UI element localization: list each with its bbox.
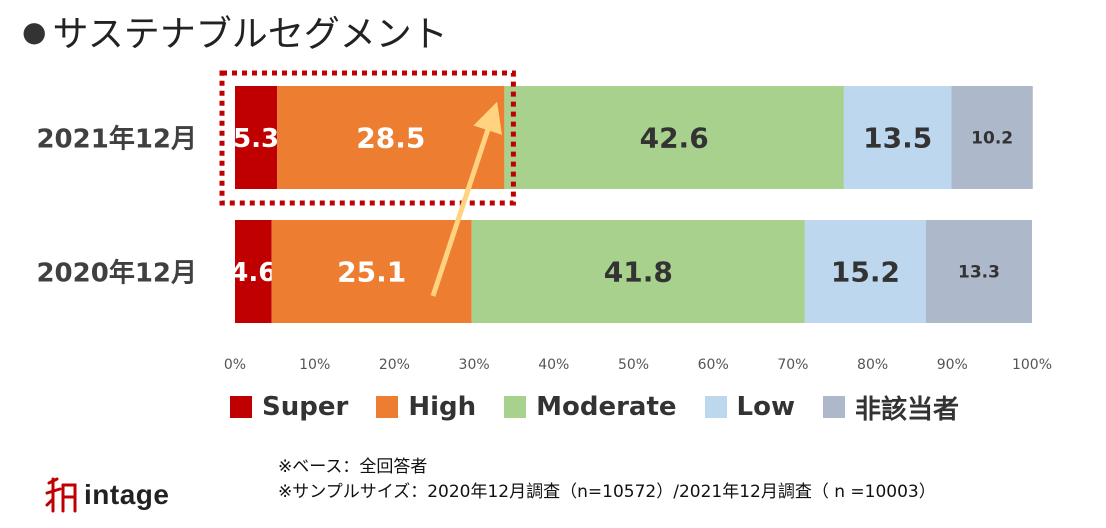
x-tick-label: 50%: [618, 357, 649, 373]
data-label-high: 28.5: [356, 122, 425, 155]
bar-segment-low: [843, 86, 952, 189]
chart-legend: Super High Moderate Low 非該当者: [230, 384, 987, 430]
logo-text: intage: [84, 479, 170, 510]
bar-segment-super: [235, 86, 278, 189]
stacked-bar-chart: 0% 10% 20% 30% 40% 50% 60% 70% 80% 90% 100% 2021年12…: [36, 70, 1052, 373]
legend-label-moderate: Moderate: [536, 392, 677, 422]
bar-segment-high: [277, 86, 505, 189]
bar-segment-not-applicable: [925, 220, 1032, 323]
x-tick-label: 30%: [459, 357, 490, 373]
data-label-moderate: 41.8: [604, 256, 673, 289]
bar-segment-low: [804, 220, 926, 323]
x-tick-label: 90%: [937, 357, 968, 373]
x-tick-label: 70%: [777, 357, 808, 373]
footnote-base: ※ベース：全回答者: [278, 457, 428, 477]
legend-swatch-super: [230, 396, 252, 418]
x-tick-label: 0%: [224, 357, 246, 373]
x-tick-label: 10%: [299, 357, 330, 373]
category-label: 2020年12月: [36, 258, 197, 289]
page-title: ● サステナブルセグメント: [22, 6, 448, 56]
data-label-not-applicable: 13.3: [958, 263, 1000, 283]
data-label-high: 25.1: [337, 256, 406, 289]
data-label-low: 15.2: [831, 256, 900, 289]
x-tick-label: 100%: [1012, 357, 1052, 373]
intage-logo: intage: [44, 470, 169, 520]
data-label-super: 5.3: [233, 124, 279, 154]
legend-item-moderate: Moderate: [504, 392, 677, 422]
data-label-moderate: 42.6: [640, 122, 709, 155]
data-label-not-applicable: 10.2: [971, 129, 1013, 149]
data-label-super: 4.6: [230, 258, 276, 288]
legend-swatch-not-applicable: [822, 396, 845, 418]
title-text: サステナブルセグメント: [52, 14, 448, 55]
category-label: 2021年12月: [36, 124, 197, 155]
intage-logo-icon: [45, 477, 77, 513]
x-tick-label: 40%: [538, 357, 569, 373]
title-bullet: ●: [22, 14, 47, 48]
bar-segment-super: [235, 220, 272, 323]
legend-swatch-moderate: [504, 396, 527, 418]
x-tick-label: 60%: [698, 357, 729, 373]
legend-label-high: High: [408, 392, 477, 422]
growth-arrow: [430, 101, 502, 297]
x-tick-label: 80%: [857, 357, 888, 373]
bar-segment-not-applicable: [951, 86, 1033, 189]
data-label-low: 13.5: [863, 122, 932, 155]
legend-label-low: Low: [736, 392, 795, 422]
legend-item-low: Low: [704, 392, 795, 422]
bar-segment-high: [271, 220, 472, 323]
legend-item-not-applicable: 非該当者: [822, 389, 959, 426]
legend-swatch-high: [376, 396, 399, 418]
legend-swatch-low: [704, 396, 727, 418]
legend-item-super: Super: [230, 392, 348, 422]
legend-label-super: Super: [262, 392, 349, 422]
legend-item-high: High: [376, 392, 476, 422]
legend-label-not-applicable: 非該当者: [854, 394, 959, 425]
bar-segment-moderate: [471, 220, 805, 323]
footnote-sample-size: ※サンプルサイズ：2020年12月調査（n=10572）/2021年12月調査（…: [278, 482, 936, 502]
bar-segment-moderate: [504, 86, 844, 189]
x-tick-label: 20%: [379, 357, 410, 373]
footnotes: ※ベース：全回答者 ※サンプルサイズ：2020年12月調査（n=10572）/2…: [278, 455, 936, 505]
